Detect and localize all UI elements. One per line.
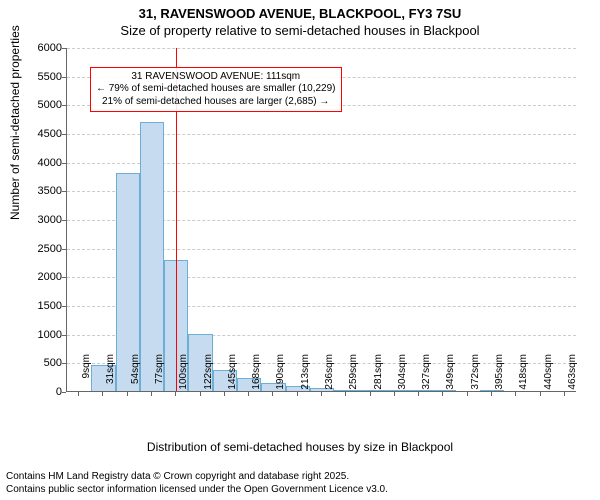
x-tick-mark bbox=[564, 392, 565, 396]
x-tick-mark bbox=[272, 392, 273, 396]
x-tick-mark bbox=[345, 392, 346, 396]
x-tick-mark bbox=[224, 392, 225, 396]
chart-plot-area: 31 RAVENSWOOD AVENUE: 111sqm← 79% of sem… bbox=[66, 48, 576, 392]
x-tick-label: 145sqm bbox=[227, 354, 238, 398]
x-tick-mark bbox=[370, 392, 371, 396]
histogram-bar bbox=[140, 122, 164, 391]
x-axis-label: Distribution of semi-detached houses by … bbox=[0, 440, 600, 454]
x-tick-label: 122sqm bbox=[203, 354, 214, 398]
y-tick-mark bbox=[62, 363, 66, 364]
y-tick-label: 2500 bbox=[22, 243, 62, 255]
y-tick-label: 5000 bbox=[22, 99, 62, 111]
x-tick-mark bbox=[127, 392, 128, 396]
y-tick-label: 0 bbox=[22, 386, 62, 398]
y-tick-mark bbox=[62, 105, 66, 106]
y-tick-label: 4500 bbox=[22, 128, 62, 140]
callout-line: 31 RAVENSWOOD AVENUE: 111sqm bbox=[96, 71, 336, 84]
x-tick-mark bbox=[515, 392, 516, 396]
x-tick-label: 236sqm bbox=[324, 354, 335, 398]
y-tick-mark bbox=[62, 134, 66, 135]
x-tick-mark bbox=[540, 392, 541, 396]
y-tick-mark bbox=[62, 249, 66, 250]
x-tick-label: 463sqm bbox=[567, 354, 578, 398]
y-tick-mark bbox=[62, 306, 66, 307]
y-tick-label: 6000 bbox=[22, 42, 62, 54]
x-tick-mark bbox=[102, 392, 103, 396]
x-tick-mark bbox=[467, 392, 468, 396]
x-tick-label: 31sqm bbox=[105, 354, 116, 398]
y-tick-label: 3000 bbox=[22, 214, 62, 226]
y-tick-label: 1500 bbox=[22, 300, 62, 312]
y-axis-label: Number of semi-detached properties bbox=[8, 25, 22, 220]
y-tick-mark bbox=[62, 335, 66, 336]
callout-line: 21% of semi-detached houses are larger (… bbox=[96, 96, 336, 109]
x-tick-label: 440sqm bbox=[543, 354, 554, 398]
footer-attribution: Contains HM Land Registry data © Crown c… bbox=[6, 471, 388, 496]
x-tick-mark bbox=[248, 392, 249, 396]
x-tick-label: 281sqm bbox=[373, 354, 384, 398]
x-tick-label: 372sqm bbox=[470, 354, 481, 398]
x-tick-label: 418sqm bbox=[518, 354, 529, 398]
footer-line2: Contains public sector information licen… bbox=[6, 484, 388, 497]
x-tick-mark bbox=[200, 392, 201, 396]
chart-title-block: 31, RAVENSWOOD AVENUE, BLACKPOOL, FY3 7S… bbox=[0, 0, 600, 38]
y-tick-label: 4000 bbox=[22, 157, 62, 169]
y-tick-mark bbox=[62, 191, 66, 192]
y-tick-label: 3500 bbox=[22, 185, 62, 197]
y-tick-mark bbox=[62, 163, 66, 164]
y-tick-mark bbox=[62, 48, 66, 49]
x-tick-label: 100sqm bbox=[178, 354, 189, 398]
x-tick-label: 190sqm bbox=[275, 354, 286, 398]
x-tick-label: 395sqm bbox=[494, 354, 505, 398]
y-tick-mark bbox=[62, 277, 66, 278]
x-tick-mark bbox=[491, 392, 492, 396]
callout-line: ← 79% of semi-detached houses are smalle… bbox=[96, 83, 336, 96]
x-tick-mark bbox=[297, 392, 298, 396]
x-tick-label: 213sqm bbox=[300, 354, 311, 398]
footer-line1: Contains HM Land Registry data © Crown c… bbox=[6, 471, 388, 484]
chart-title-line2: Size of property relative to semi-detach… bbox=[0, 23, 600, 38]
chart-title-line1: 31, RAVENSWOOD AVENUE, BLACKPOOL, FY3 7S… bbox=[0, 6, 600, 21]
x-tick-mark bbox=[442, 392, 443, 396]
y-tick-label: 1000 bbox=[22, 329, 62, 341]
y-tick-label: 500 bbox=[22, 357, 62, 369]
y-tick-mark bbox=[62, 77, 66, 78]
x-tick-label: 304sqm bbox=[397, 354, 408, 398]
x-tick-mark bbox=[78, 392, 79, 396]
y-tick-label: 2000 bbox=[22, 271, 62, 283]
y-tick-mark bbox=[62, 392, 66, 393]
x-tick-mark bbox=[151, 392, 152, 396]
x-tick-label: 327sqm bbox=[421, 354, 432, 398]
x-tick-label: 9sqm bbox=[81, 354, 92, 398]
y-tick-label: 5500 bbox=[22, 71, 62, 83]
x-tick-label: 349sqm bbox=[445, 354, 456, 398]
x-tick-label: 77sqm bbox=[154, 354, 165, 398]
x-tick-mark bbox=[175, 392, 176, 396]
x-tick-label: 168sqm bbox=[251, 354, 262, 398]
y-tick-mark bbox=[62, 220, 66, 221]
x-tick-mark bbox=[418, 392, 419, 396]
x-tick-mark bbox=[321, 392, 322, 396]
y-gridline bbox=[67, 48, 576, 49]
callout-box: 31 RAVENSWOOD AVENUE: 111sqm← 79% of sem… bbox=[90, 67, 342, 113]
x-tick-mark bbox=[394, 392, 395, 396]
x-tick-label: 54sqm bbox=[130, 354, 141, 398]
x-tick-label: 259sqm bbox=[348, 354, 359, 398]
